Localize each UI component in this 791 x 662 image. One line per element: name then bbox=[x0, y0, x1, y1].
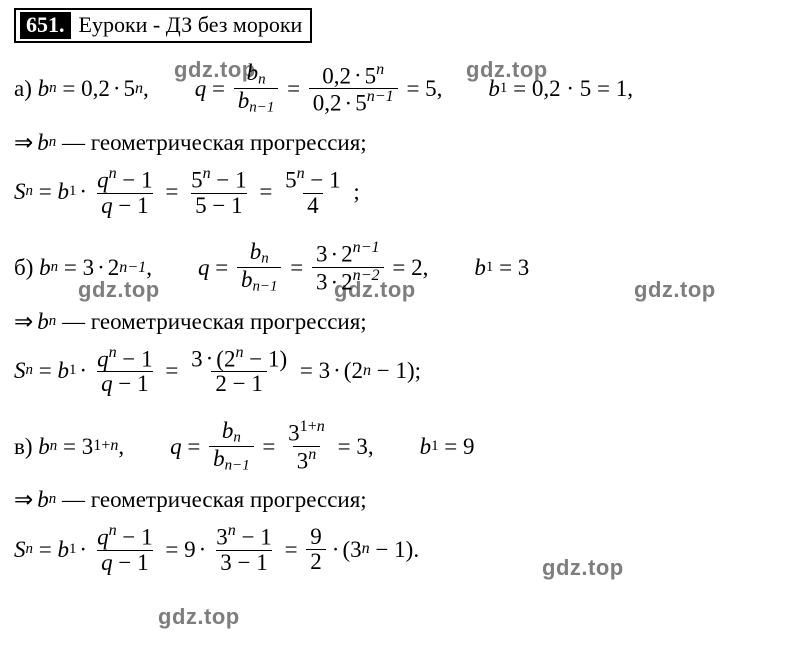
frac-den: 2 − 1 bbox=[211, 371, 266, 396]
a-conclusion: — геометрическая прогрессия; bbox=[62, 131, 367, 154]
b-line2: ⇒ bn — геометрическая прогрессия; bbox=[14, 310, 777, 333]
c-sn-result-base: 3 bbox=[350, 538, 362, 561]
c-sn-frac2: 3n − 1 3 − 1 bbox=[212, 523, 276, 575]
b-sn-frac1: qn − 1 q − 1 bbox=[93, 345, 157, 397]
b-q-frac1: bn bn−1 bbox=[237, 240, 282, 296]
frac-den: 4 bbox=[303, 193, 323, 218]
c-sn-frac1: qn − 1 q − 1 bbox=[93, 523, 157, 575]
problem-title: Еуроки - ДЗ без мороки bbox=[79, 12, 303, 38]
c-line3: Sn = b1· qn − 1 q − 1 = 9· 3n − 1 3 − 1 … bbox=[14, 523, 777, 575]
frac-num: 5 bbox=[365, 63, 377, 88]
c-line2: ⇒ bn — геометрическая прогрессия; bbox=[14, 488, 777, 511]
part-a: а) bn = 0,2 · 5n, q = bn bn−1 = 0,2·5n 0… bbox=[14, 61, 777, 218]
c-label: в) bbox=[14, 435, 33, 458]
a-b1-expr: 0,2 · 5 = 1 bbox=[532, 77, 627, 100]
b-b1-value: 3 bbox=[518, 256, 530, 279]
frac-den: 2 bbox=[341, 270, 353, 295]
c-conclusion: — геометрическая прогрессия; bbox=[62, 488, 367, 511]
c-sn-frac3: 9 2 bbox=[306, 525, 326, 574]
frac-num: 0,2 bbox=[322, 63, 351, 88]
frac-num: 2 bbox=[341, 242, 353, 267]
header: 651. Еуроки - ДЗ без мороки bbox=[14, 8, 777, 43]
frac-num: 2 bbox=[224, 346, 236, 371]
frac-den: 5 − 1 bbox=[191, 193, 246, 218]
frac-num: 3 bbox=[216, 525, 228, 550]
b-conclusion: — геометрическая прогрессия; bbox=[62, 310, 367, 333]
page-root: gdz.top gdz.top gdz.top gdz.top gdz.top … bbox=[0, 0, 791, 662]
frac-num: 5 bbox=[285, 168, 297, 193]
q-label: q bbox=[195, 77, 207, 100]
frac-den: 0,2 bbox=[313, 91, 342, 116]
a-q-value: 5 bbox=[425, 77, 437, 100]
implies-icon: ⇒ bbox=[14, 310, 33, 333]
frac-num: 9 bbox=[306, 525, 326, 549]
b-coeff: 3 bbox=[83, 256, 95, 279]
b-sn-frac2: 3·(2n − 1) 2 − 1 bbox=[187, 345, 291, 397]
b-label: б) bbox=[14, 256, 33, 279]
part-c: в) bn = 31+n, q = bn bn−1 = 31+n 3n = 3,… bbox=[14, 419, 777, 576]
a-sn-frac2: 5n − 1 5 − 1 bbox=[187, 166, 251, 218]
c-base: 3 bbox=[82, 435, 94, 458]
frac-den: 5 bbox=[355, 91, 367, 116]
c-line1: в) bn = 31+n, q = bn bn−1 = 31+n 3n = 3,… bbox=[14, 419, 777, 475]
a-line2: ⇒ bn — геометрическая прогрессия; bbox=[14, 131, 777, 154]
c-q-value: 3 bbox=[356, 435, 368, 458]
c-sn-b1: 9 bbox=[184, 538, 196, 561]
b-base: 2 bbox=[108, 256, 120, 279]
b-sn-result-base: 2 bbox=[351, 359, 363, 382]
b-q-frac2: 3·2n−1 3·2n−2 bbox=[312, 240, 384, 295]
frac-num: 3 bbox=[191, 346, 203, 371]
c-q-frac2: 31+n 3n bbox=[284, 419, 329, 474]
frac-den: 3 − 1 bbox=[216, 550, 271, 575]
a-line1: а) bn = 0,2 · 5n, q = bn bn−1 = 0,2·5n 0… bbox=[14, 61, 777, 117]
b-line1: б) bn = 3 · 2n−1, q = bn bn−1 = 3·2n−1 3… bbox=[14, 240, 777, 296]
implies-icon: ⇒ bbox=[14, 488, 33, 511]
a-line3: Sn = b1· qn − 1 q − 1 = 5n − 1 5 − 1 = 5… bbox=[14, 166, 777, 218]
a-coeff: 0,2 bbox=[81, 77, 110, 100]
problem-number: 651. bbox=[20, 12, 71, 39]
frac-den: 3 bbox=[297, 449, 309, 474]
c-b1-value: 9 bbox=[463, 435, 475, 458]
watermark: gdz.top bbox=[158, 604, 240, 630]
problem-box: 651. Еуроки - ДЗ без мороки bbox=[14, 8, 312, 43]
frac-den: 2 bbox=[306, 549, 326, 574]
implies-icon: ⇒ bbox=[14, 131, 33, 154]
frac-num: 3 bbox=[316, 242, 328, 267]
a-sn-frac1: qn − 1 q − 1 bbox=[93, 166, 157, 218]
a-sn-frac3: 5n − 1 4 bbox=[281, 166, 345, 218]
frac-den: 3 bbox=[316, 270, 328, 295]
frac-num: 3 bbox=[288, 421, 300, 446]
b-q-value: 2 bbox=[411, 256, 423, 279]
a-base: 5 bbox=[124, 77, 136, 100]
c-q-frac1: bn bn−1 bbox=[209, 419, 254, 475]
a-label: а) bbox=[14, 77, 32, 100]
part-b: б) bn = 3 · 2n−1, q = bn bn−1 = 3·2n−1 3… bbox=[14, 240, 777, 397]
b-sn-result-coeff: 3 bbox=[319, 359, 331, 382]
a-q-frac1: bn bn−1 bbox=[234, 61, 279, 117]
b-line3: Sn = b1· qn − 1 q − 1 = 3·(2n − 1) 2 − 1… bbox=[14, 345, 777, 397]
a-q-frac2: 0,2·5n 0,2·5n−1 bbox=[309, 62, 398, 117]
frac-num: 5 bbox=[191, 168, 203, 193]
